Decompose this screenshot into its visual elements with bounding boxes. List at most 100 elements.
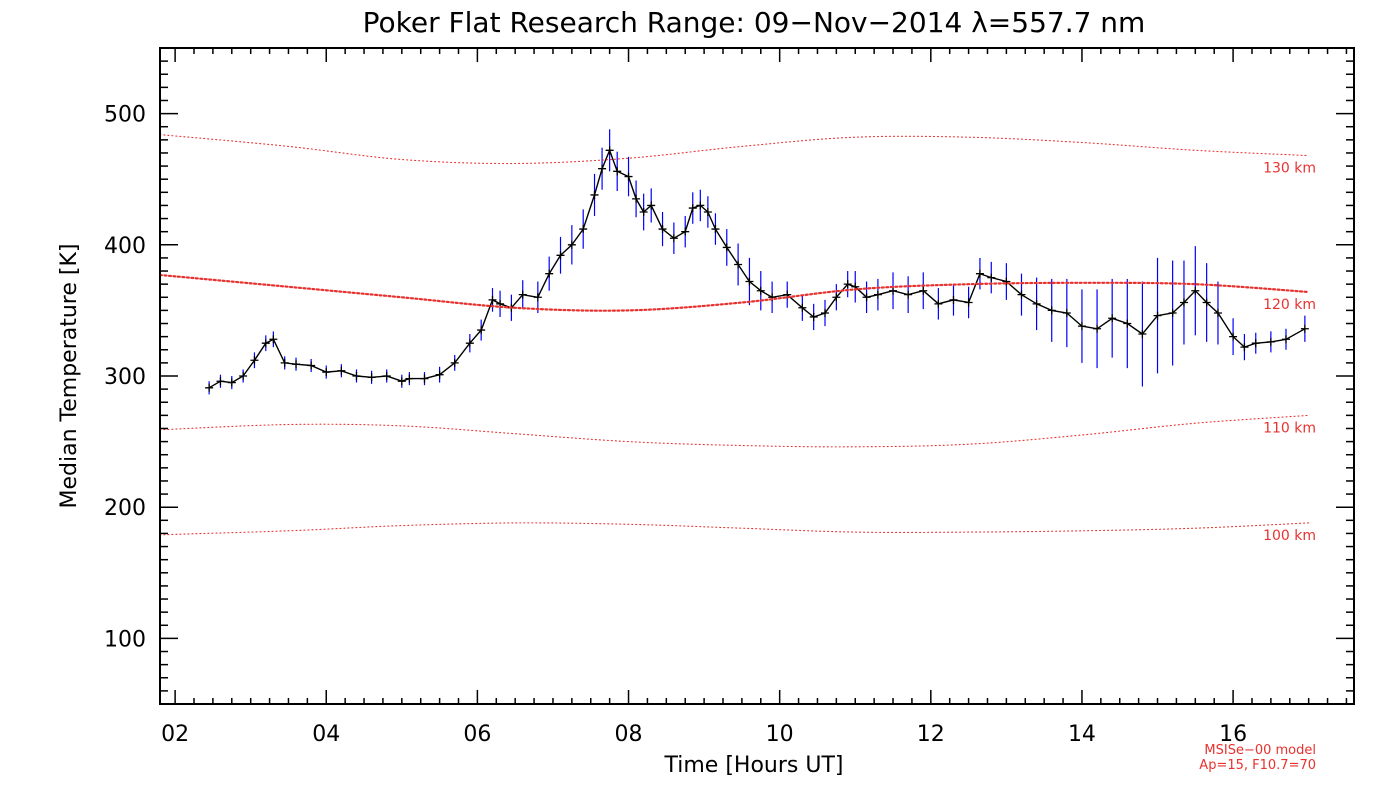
data-point xyxy=(821,309,830,318)
data-point xyxy=(598,164,607,173)
data-point xyxy=(745,277,754,286)
y-tick-label: 500 xyxy=(104,103,146,128)
data-point xyxy=(567,240,576,249)
data-point xyxy=(382,372,391,380)
data-point xyxy=(545,269,554,278)
data-point xyxy=(1168,309,1177,318)
data-point xyxy=(292,360,301,369)
data-point xyxy=(1138,330,1147,339)
data-point xyxy=(579,225,588,234)
data-point xyxy=(624,172,633,181)
x-tick-label: 16 xyxy=(1219,722,1247,747)
x-axis-label: Time [Hours UT] xyxy=(664,753,844,778)
data-point xyxy=(1191,286,1200,295)
data-point xyxy=(250,356,259,365)
model-note-line-1: MSISe−00 model xyxy=(1204,743,1316,758)
data-point xyxy=(397,377,406,386)
data-point xyxy=(1229,332,1238,341)
data-point xyxy=(322,368,331,377)
data-point xyxy=(435,370,444,379)
data-point xyxy=(269,335,278,344)
model-curve xyxy=(159,134,1310,165)
model-curve-label: 100 km xyxy=(1263,528,1316,544)
data-point xyxy=(658,225,667,234)
data-point xyxy=(934,299,943,308)
data-point xyxy=(1032,299,1041,308)
data-point xyxy=(1062,309,1071,318)
data-point xyxy=(352,372,361,380)
data-point xyxy=(450,358,459,367)
data-point xyxy=(722,243,731,252)
data-point xyxy=(639,208,648,216)
data-point xyxy=(1093,324,1102,333)
data-point xyxy=(889,286,898,295)
data-point xyxy=(1108,314,1117,323)
data-point xyxy=(465,339,474,348)
x-tick-label: 14 xyxy=(1068,722,1096,747)
data-point xyxy=(605,146,614,155)
model-curve-label: 130 km xyxy=(1263,161,1316,177)
data-point xyxy=(681,227,690,236)
data-point xyxy=(420,374,429,383)
data-point xyxy=(307,361,316,370)
data-point xyxy=(1047,306,1056,315)
data-point xyxy=(1002,277,1011,286)
data-point xyxy=(669,234,678,243)
data-point xyxy=(1202,298,1211,307)
data-point xyxy=(216,377,225,386)
data-point xyxy=(1281,335,1290,344)
data-point xyxy=(688,204,697,213)
model-curve xyxy=(159,414,1310,448)
data-point xyxy=(703,208,712,216)
data-point xyxy=(832,293,841,302)
model-note-line-2: Ap=15, F10.7=70 xyxy=(1199,758,1316,773)
data-point xyxy=(477,326,486,335)
data-point xyxy=(987,273,996,282)
y-tick-label: 100 xyxy=(104,627,146,652)
data-point xyxy=(533,293,542,302)
x-tick-label: 02 xyxy=(161,722,189,747)
data-point xyxy=(239,372,248,380)
plot-frame xyxy=(159,47,1355,705)
y-tick-label: 300 xyxy=(104,365,146,390)
data-point xyxy=(873,290,882,299)
data-point xyxy=(1300,324,1309,333)
model-curve xyxy=(158,273,1310,312)
data-point xyxy=(205,383,214,392)
data-point xyxy=(488,295,497,304)
data-point xyxy=(367,373,376,382)
model-curve-label: 120 km xyxy=(1263,297,1316,313)
data-point xyxy=(734,260,743,269)
y-axis-label: Median Temperature [K] xyxy=(57,244,82,509)
data-point xyxy=(1123,319,1132,328)
data-point xyxy=(964,298,973,307)
data-point xyxy=(337,366,346,375)
data-point xyxy=(518,290,527,299)
x-tick-label: 06 xyxy=(463,722,491,747)
data-point xyxy=(809,312,818,321)
data-point xyxy=(1213,309,1222,318)
data-point xyxy=(862,293,871,302)
data-point xyxy=(756,286,765,295)
chart-title: Poker Flat Research Range: 09−Nov−2014 λ… xyxy=(363,6,1146,39)
data-point xyxy=(919,286,928,295)
data-point xyxy=(711,225,720,234)
x-tick-label: 12 xyxy=(917,722,945,747)
model-curve xyxy=(159,522,1310,536)
x-tick-label: 04 xyxy=(312,722,340,747)
data-point xyxy=(1266,337,1275,346)
data-point xyxy=(227,378,236,387)
y-tick-label: 400 xyxy=(104,234,146,259)
data-point xyxy=(843,280,852,289)
data-point xyxy=(696,201,705,210)
y-tick-label: 200 xyxy=(104,496,146,521)
data-point xyxy=(1251,339,1260,348)
data-point xyxy=(949,295,958,304)
data-point xyxy=(632,194,641,203)
data-point xyxy=(613,167,622,176)
x-tick-label: 08 xyxy=(615,722,643,747)
data-point xyxy=(798,303,807,312)
data-point xyxy=(1077,322,1086,331)
data-point xyxy=(1017,290,1026,299)
